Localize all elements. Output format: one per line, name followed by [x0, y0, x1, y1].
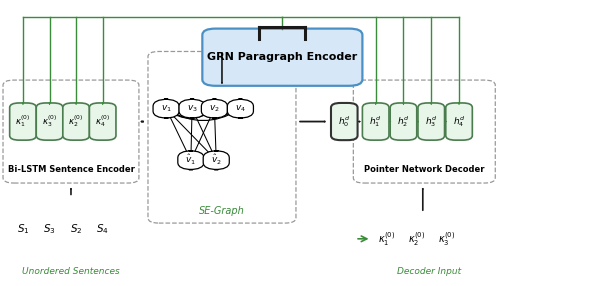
FancyBboxPatch shape	[203, 151, 230, 170]
Text: $v_2$: $v_2$	[209, 104, 220, 114]
Text: $\kappa_2^{(0)}$: $\kappa_2^{(0)}$	[408, 230, 425, 248]
Text: Pointer Network Decoder: Pointer Network Decoder	[364, 166, 484, 174]
Text: $h_4^d$: $h_4^d$	[453, 114, 465, 129]
Text: $S_3$: $S_3$	[43, 222, 56, 236]
Text: $h_0^d$: $h_0^d$	[338, 114, 350, 129]
Text: SE-Graph: SE-Graph	[199, 206, 245, 216]
FancyBboxPatch shape	[178, 151, 204, 170]
Text: $v_4$: $v_4$	[235, 104, 246, 114]
FancyBboxPatch shape	[390, 103, 417, 140]
FancyBboxPatch shape	[10, 103, 36, 140]
FancyBboxPatch shape	[89, 103, 116, 140]
FancyBboxPatch shape	[227, 99, 254, 118]
FancyBboxPatch shape	[179, 99, 205, 118]
FancyBboxPatch shape	[418, 103, 445, 140]
Text: Decoder Input: Decoder Input	[397, 267, 461, 276]
Text: Bi-LSTM Sentence Encoder: Bi-LSTM Sentence Encoder	[7, 166, 135, 174]
Text: $\hat{v}_1$: $\hat{v}_1$	[185, 153, 196, 167]
Text: $S_4$: $S_4$	[96, 222, 109, 236]
Text: $\kappa_3^{(0)}$: $\kappa_3^{(0)}$	[439, 230, 455, 248]
FancyBboxPatch shape	[36, 103, 63, 140]
Text: $v_3$: $v_3$	[187, 104, 198, 114]
FancyBboxPatch shape	[446, 103, 472, 140]
FancyBboxPatch shape	[331, 103, 358, 140]
Text: Unordered Sentences: Unordered Sentences	[22, 267, 120, 276]
Text: $h_3^d$: $h_3^d$	[425, 114, 437, 129]
FancyBboxPatch shape	[201, 99, 228, 118]
FancyBboxPatch shape	[202, 29, 362, 86]
FancyBboxPatch shape	[153, 99, 179, 118]
Text: GRN Paragraph Encoder: GRN Paragraph Encoder	[207, 52, 358, 62]
Text: $v_1$: $v_1$	[161, 104, 172, 114]
Text: $h_2^d$: $h_2^d$	[397, 114, 410, 129]
FancyBboxPatch shape	[362, 103, 389, 140]
Text: $\kappa_1^{(0)}$: $\kappa_1^{(0)}$	[15, 114, 31, 129]
FancyBboxPatch shape	[63, 103, 89, 140]
Text: $\kappa_3^{(0)}$: $\kappa_3^{(0)}$	[42, 114, 57, 129]
Text: $\hat{v}_2$: $\hat{v}_2$	[211, 153, 222, 167]
Text: $S_2$: $S_2$	[70, 222, 82, 236]
Text: $S_1$: $S_1$	[17, 222, 29, 236]
Text: $h_1^d$: $h_1^d$	[370, 114, 382, 129]
Text: $\kappa_4^{(0)}$: $\kappa_4^{(0)}$	[95, 114, 111, 129]
Text: $\kappa_1^{(0)}$: $\kappa_1^{(0)}$	[378, 230, 395, 248]
Text: $\kappa_2^{(0)}$: $\kappa_2^{(0)}$	[68, 114, 84, 129]
